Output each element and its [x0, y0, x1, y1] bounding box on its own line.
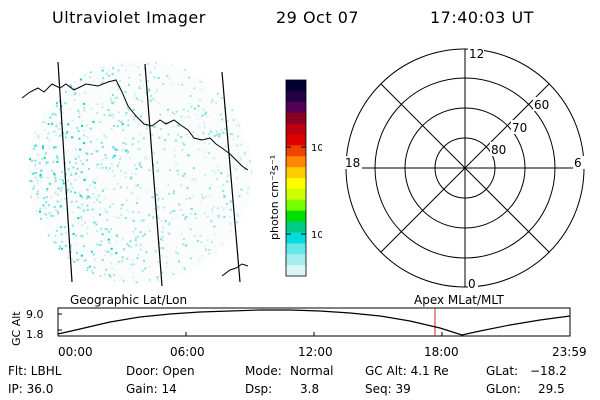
dsp-label: Dsp:: [245, 382, 273, 396]
colorbar-swatch: [286, 221, 306, 233]
instrument-title: Ultraviolet Imager: [52, 8, 206, 27]
meridian-line: [57, 61, 73, 283]
uv-earth-image: [21, 60, 252, 287]
timeline-apex-label: Apex MLat/MLT: [414, 293, 504, 307]
colorbar-tick-label: 10: [311, 230, 322, 241]
meridian-line: [221, 71, 241, 283]
colorbar-frame: [285, 79, 307, 277]
colorbar-swatch: [286, 101, 306, 114]
colorbar-swatch: [286, 265, 306, 277]
colorbar-swatch: [286, 156, 306, 168]
glon-value: 29.5: [538, 382, 565, 396]
colorbar-swatch: [286, 199, 306, 212]
colorbar-swatch: [286, 145, 306, 157]
colorbar-swatch: [286, 188, 306, 201]
mlat-label-80: 80: [491, 143, 506, 157]
orbit-altitude-timeline: Geographic Lat/Lon Apex MLat/MLT GC Alt …: [10, 293, 587, 359]
timeline-x-label: 18:00: [424, 345, 459, 359]
door-readout: Door: Open: [126, 364, 195, 378]
colorbar-swatch: [286, 232, 306, 244]
glat-label: GLat:: [486, 364, 519, 378]
earth-disk: [28, 60, 252, 284]
mlt-label-midnight: 0: [468, 277, 476, 291]
colorbar-tick-label: 100: [311, 143, 322, 154]
timeline-x-label: 06:00: [170, 345, 205, 359]
mlat-label-60: 60: [534, 98, 549, 112]
timeline-x-label: 00:00: [58, 345, 93, 359]
filter-readout: Flt: LBHL: [8, 364, 62, 378]
colorbar-swatch: [286, 90, 306, 103]
coastline: [21, 79, 249, 171]
colorbar-swatch: [286, 243, 306, 255]
colorbar-swatch: [286, 80, 306, 92]
mlt-label-dusk: 18: [345, 156, 360, 170]
colorbar-swatch: [286, 254, 306, 266]
sequence-readout: Seq: 39: [365, 382, 411, 396]
meridian-line: [144, 63, 163, 287]
timeline-geographic-label: Geographic Lat/Lon: [70, 293, 187, 307]
observation-time: 17:40:03 UT: [430, 8, 534, 27]
glat-value: −18.2: [530, 364, 567, 378]
glon-label: GLon:: [486, 382, 521, 396]
observation-date: 29 Oct 07: [276, 8, 360, 27]
gain-readout: Gain: 14: [126, 382, 177, 396]
mlt-label-dawn: 6: [574, 156, 582, 170]
colorbar-gradient: [286, 80, 306, 277]
coastline: [221, 263, 249, 277]
intensity-colorbar: 100 10 photon cm⁻²s⁻¹: [268, 79, 322, 277]
mlt-label-noon: 12: [469, 47, 484, 61]
colorbar-swatch: [286, 178, 306, 190]
colorbar-swatch: [286, 134, 306, 146]
altitude-readout: GC Alt: 4.1 Re: [365, 364, 449, 378]
colorbar-swatch: [286, 123, 306, 135]
timeline-x-label: 23:59: [552, 345, 587, 359]
polar-diagonal: [380, 83, 550, 253]
colorbar-swatch: [286, 167, 306, 179]
altitude-curve: [57, 309, 571, 336]
polar-mlt-plot: 12 0 18 6 60 70 80: [344, 47, 585, 291]
colorbar-unit-label: photon cm⁻²s⁻¹: [268, 155, 281, 240]
colorbar-swatch: [286, 210, 306, 223]
dsp-value: 3.8: [300, 382, 320, 396]
timeline-x-label: 12:00: [298, 345, 333, 359]
mlat-label-70: 70: [512, 121, 527, 135]
timeline-axis-label: GC Alt: [10, 311, 23, 346]
ip-readout: IP: 36.0: [8, 382, 54, 396]
timeline-y-tick: 1.8: [26, 328, 44, 341]
mode-value: Normal: [290, 364, 334, 378]
timeline-frame: [57, 307, 571, 337]
timeline-y-tick: 9.0: [26, 308, 44, 321]
colorbar-swatch: [286, 112, 306, 125]
mode-label: Mode:: [245, 364, 282, 378]
